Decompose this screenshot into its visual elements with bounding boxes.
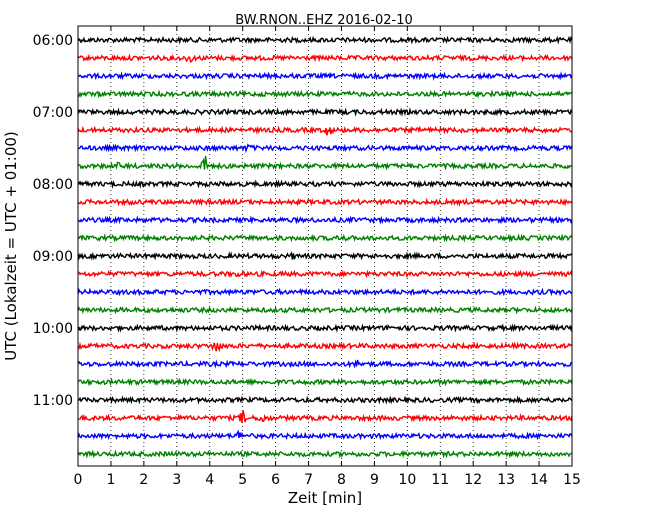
- x-tick-label: 0: [74, 472, 83, 488]
- trace-line: [77, 71, 573, 81]
- grid-lines: [110, 26, 540, 466]
- y-tick-label: 08:00: [33, 177, 73, 193]
- y-axis-label: UTC (Lokalzeit = UTC + 01:00): [2, 131, 20, 361]
- y-tick-label: 11:00: [33, 393, 73, 409]
- trace-line: [77, 233, 573, 243]
- trace-line: [77, 53, 573, 63]
- trace-line: [77, 287, 573, 297]
- plot-frame: [77, 25, 573, 467]
- trace-line: [77, 215, 573, 225]
- trace-group: [77, 35, 573, 459]
- x-axis: 0 1 2 3 4 5 6 7 8 9 10 11 12 13 14 15: [74, 26, 581, 488]
- x-tick-label: 13: [497, 472, 515, 488]
- x-tick-label: 2: [139, 472, 148, 488]
- x-tick-label: 4: [205, 472, 214, 488]
- x-tick-label: 14: [530, 472, 548, 488]
- trace-line: [77, 449, 573, 459]
- trace-line: [77, 395, 573, 405]
- x-axis-label: Zeit [min]: [288, 489, 362, 507]
- trace-line: [77, 429, 573, 441]
- chart-title: BW.RNON..EHZ 2016-02-10: [235, 13, 413, 28]
- y-tick-label: 07:00: [33, 105, 73, 121]
- trace-line: [77, 410, 573, 423]
- x-tick-label: 3: [172, 472, 181, 488]
- y-tick-label: 10:00: [33, 321, 73, 337]
- x-tick-label: 5: [238, 472, 247, 488]
- trace-line: [77, 197, 573, 207]
- trace-line: [77, 305, 573, 315]
- trace-line: [77, 269, 573, 279]
- x-tick-label: 11: [431, 472, 449, 488]
- trace-line: [77, 35, 573, 45]
- trace-line: [77, 359, 573, 369]
- x-tick-label: 7: [304, 472, 313, 488]
- trace-line: [77, 251, 573, 261]
- trace-line: [77, 377, 573, 387]
- y-tick-label: 06:00: [33, 33, 73, 49]
- x-tick-label: 1: [106, 472, 115, 488]
- trace-line: [77, 143, 573, 154]
- trace-line: [77, 125, 573, 136]
- trace-line: [77, 323, 573, 333]
- y-axis: 06:00 07:00 08:00 09:00 10:00 11:00: [33, 33, 83, 409]
- trace-line: [77, 107, 573, 117]
- x-tick-label: 6: [271, 472, 280, 488]
- x-tick-label: 15: [563, 472, 581, 488]
- x-tick-label: 10: [398, 472, 416, 488]
- trace-line: [77, 341, 573, 353]
- y-tick-label: 09:00: [33, 249, 73, 265]
- trace-line: [77, 179, 573, 189]
- x-tick-label: 8: [337, 472, 346, 488]
- x-tick-label: 12: [464, 472, 482, 488]
- x-tick-label: 9: [370, 472, 379, 488]
- trace-line: [77, 155, 573, 171]
- trace-line: [77, 89, 573, 99]
